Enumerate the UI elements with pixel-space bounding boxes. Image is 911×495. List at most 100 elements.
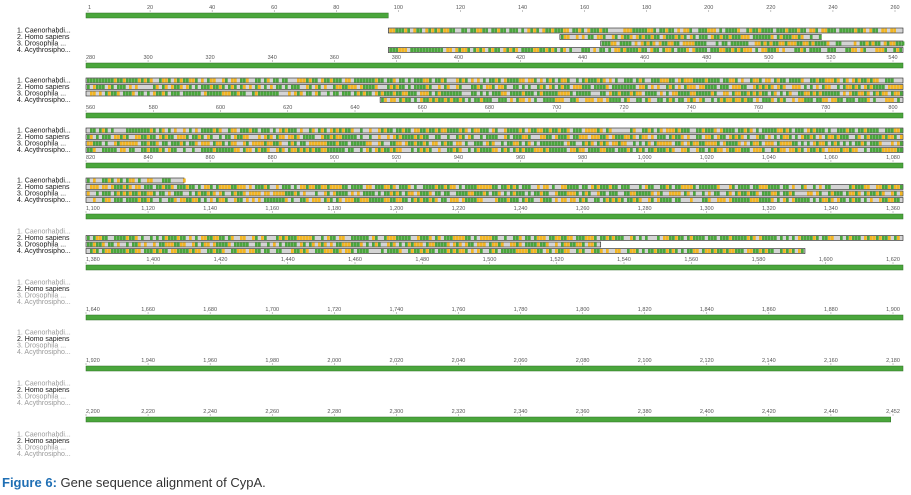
residue-mark — [750, 78, 753, 83]
residue-mark — [342, 85, 345, 89]
residue-mark — [471, 78, 474, 83]
residue-mark — [794, 35, 798, 39]
residue-mark — [398, 48, 401, 52]
residue-mark — [720, 98, 723, 102]
residue-mark — [159, 198, 162, 202]
residue-mark — [219, 85, 222, 89]
ruler-tick-label: 1,500 — [483, 257, 497, 263]
residue-mark — [885, 91, 888, 96]
residue-mark — [459, 242, 462, 247]
residue-mark — [336, 135, 339, 139]
sequence-label: 1. Caenorhabdi... — [17, 78, 71, 85]
residue-mark — [441, 185, 444, 189]
ruler-tick-label: 260 — [890, 5, 899, 11]
residue-mark — [657, 135, 660, 139]
residue-mark — [633, 249, 636, 253]
residue-mark — [810, 128, 813, 133]
residue-mark — [461, 48, 464, 52]
residue-mark — [651, 135, 654, 139]
residue-mark — [582, 85, 585, 89]
residue-mark — [426, 91, 429, 96]
residue-mark — [570, 141, 573, 146]
residue-mark — [486, 191, 489, 196]
residue-mark — [378, 185, 381, 189]
residue-mark — [636, 78, 639, 83]
ruler-tick-label: 940 — [454, 155, 463, 161]
residue-mark — [339, 185, 342, 189]
consensus-bar — [85, 62, 904, 69]
ruler-tick-label: 900 — [330, 155, 339, 161]
residue-mark — [351, 198, 354, 202]
residue-mark — [885, 98, 888, 102]
residue-mark — [392, 28, 395, 33]
residue-mark — [690, 98, 693, 102]
residue-mark — [687, 141, 690, 146]
residue-mark — [516, 98, 519, 102]
residue-mark — [336, 148, 339, 152]
residue-mark — [474, 236, 477, 240]
residue-mark — [777, 98, 780, 102]
residue-mark — [123, 78, 126, 83]
residue-mark — [174, 85, 177, 89]
residue-mark — [165, 91, 168, 96]
residue-mark — [837, 91, 840, 96]
residue-mark — [666, 148, 669, 152]
residue-mark — [897, 91, 900, 96]
residue-mark — [576, 191, 579, 196]
residue-mark — [378, 135, 381, 139]
residue-mark — [99, 85, 102, 89]
residue-mark — [456, 191, 459, 196]
residue-mark — [821, 28, 824, 33]
residue-mark — [636, 91, 639, 96]
residue-mark — [450, 236, 453, 240]
residue-mark — [713, 28, 716, 33]
residue-mark — [384, 148, 387, 152]
residue-mark — [639, 141, 642, 146]
residue-mark — [576, 249, 579, 253]
sequence-label: 1. Caenorhabdi... — [17, 178, 71, 185]
residue-mark — [408, 98, 411, 102]
residue-mark — [612, 185, 615, 189]
residue-mark — [668, 35, 672, 39]
residue-mark — [740, 35, 744, 39]
residue-mark — [276, 249, 279, 253]
residue-mark — [351, 128, 354, 133]
residue-mark — [717, 249, 720, 253]
residue-mark — [582, 185, 585, 189]
residue-mark — [597, 191, 600, 196]
residue-mark — [417, 141, 420, 146]
residue-mark — [324, 148, 327, 152]
residue-mark — [495, 191, 498, 196]
residue-mark — [867, 128, 870, 133]
residue-mark — [894, 236, 897, 240]
residue-mark — [855, 91, 858, 96]
residue-mark — [219, 242, 222, 247]
residue-mark — [687, 98, 690, 102]
residue-mark — [333, 141, 336, 146]
residue-mark — [159, 78, 162, 83]
residue-mark — [444, 78, 447, 83]
residue-mark — [186, 135, 189, 139]
residue-mark — [766, 41, 770, 46]
residue-mark — [321, 135, 324, 139]
residue-mark — [600, 141, 603, 146]
residue-mark — [528, 198, 531, 202]
residue-mark — [102, 148, 105, 152]
residue-mark — [225, 135, 228, 139]
residue-mark — [581, 35, 585, 39]
residue-mark — [828, 91, 831, 96]
residue-mark — [669, 85, 672, 89]
residue-mark — [804, 236, 807, 240]
residue-mark — [321, 185, 324, 189]
residue-mark — [144, 128, 147, 133]
residue-mark — [210, 185, 213, 189]
residue-mark — [546, 249, 549, 253]
residue-mark — [150, 148, 153, 152]
residue-mark — [798, 98, 801, 102]
residue-mark — [702, 148, 705, 152]
residue-mark — [594, 198, 597, 202]
residue-mark — [237, 249, 240, 253]
residue-mark — [531, 148, 534, 152]
residue-mark — [528, 78, 531, 83]
residue-mark — [567, 249, 570, 253]
